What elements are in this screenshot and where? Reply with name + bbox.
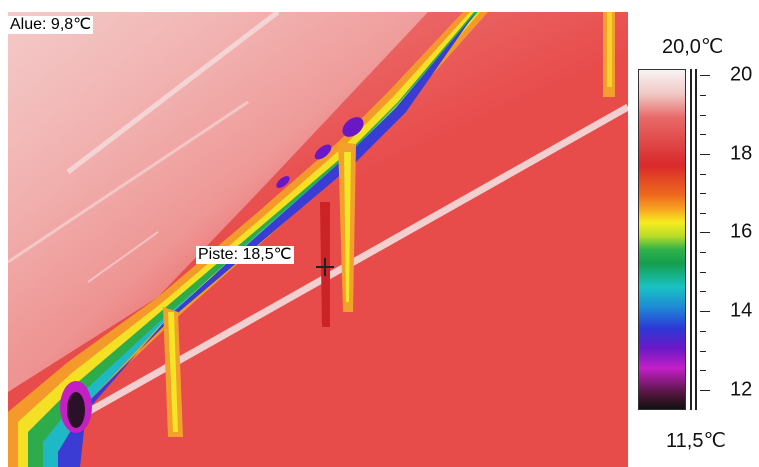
colorbar-tick-label: 14: [730, 299, 753, 322]
colorbar-minor-tick: [700, 252, 706, 253]
colorbar-minor-tick: [700, 115, 706, 116]
temperature-colorbar: [638, 69, 686, 410]
colorbar-major-tick: [700, 232, 710, 233]
colorbar-tick-label: 20: [730, 63, 753, 86]
colorbar-minor-tick: [700, 331, 706, 332]
colorbar-rails: [690, 69, 698, 410]
colorbar-ticks: 20 18 16 14 12: [700, 64, 758, 410]
colorbar-tick-label: 16: [730, 220, 753, 243]
colorbar-tick-label: 12: [730, 378, 753, 401]
colorbar-minor-tick: [700, 272, 706, 273]
colorbar-minor-tick: [700, 351, 706, 352]
colorbar-minor-tick: [700, 370, 706, 371]
colorbar-tick-label: 18: [730, 142, 753, 165]
colorbar-minor-tick: [700, 291, 706, 292]
scale-max-label: 20,0℃: [662, 36, 724, 58]
colorbar-minor-tick: [700, 174, 706, 175]
colorbar-major-tick: [700, 311, 710, 312]
colorbar-major-tick: [700, 75, 710, 76]
colorbar-minor-tick: [700, 193, 706, 194]
colorbar-major-tick: [700, 390, 710, 391]
thermal-image-drawing: [8, 12, 628, 467]
area-temperature-label: Alue: 9,8℃: [8, 16, 94, 34]
spot-temperature-label: Piste: 18,5℃: [196, 246, 294, 264]
colorbar-major-tick: [700, 154, 710, 155]
spot-crosshair-icon[interactable]: [316, 258, 334, 276]
colorbar-minor-tick: [700, 134, 706, 135]
scale-min-label: 11,5℃: [666, 430, 726, 452]
colorbar-minor-tick: [700, 95, 706, 96]
colorbar-minor-tick: [700, 213, 706, 214]
thermal-image: [8, 12, 628, 467]
